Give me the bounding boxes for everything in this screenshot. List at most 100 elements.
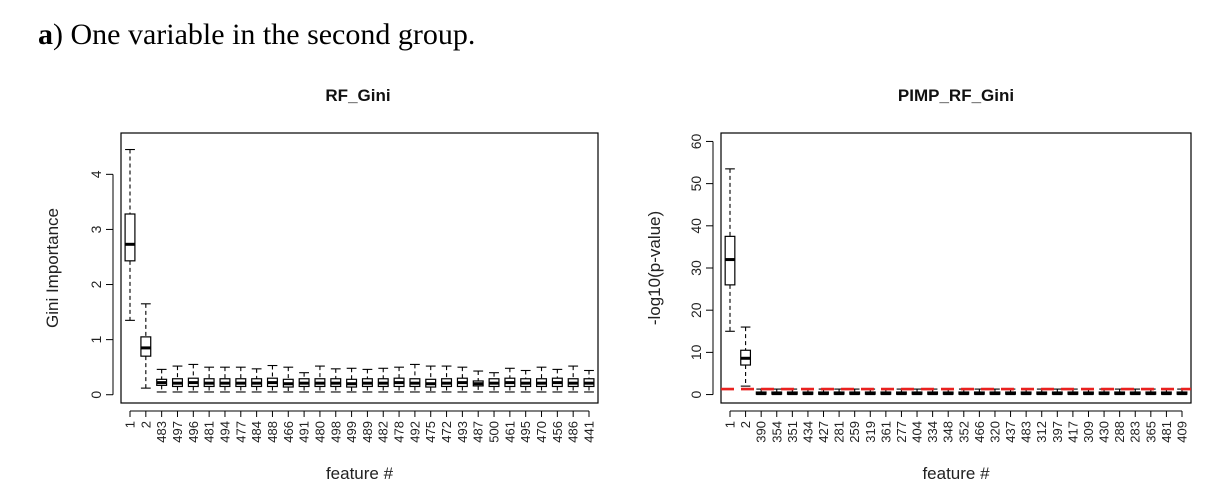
- x-tick-label: 354: [769, 421, 784, 443]
- x-tick-label: 427: [816, 421, 831, 443]
- x-tick-label: 352: [956, 421, 971, 443]
- x-tick-label: 495: [518, 421, 533, 443]
- boxplot-494: [219, 366, 231, 393]
- x-tick-label: 496: [186, 421, 201, 443]
- y-tick-label: 2: [88, 280, 104, 288]
- x-axis-label: feature #: [922, 464, 990, 483]
- x-tick-label: 1: [123, 421, 138, 428]
- chart-title: PIMP_RF_Gini: [898, 86, 1014, 105]
- y-tick-label: 20: [688, 302, 704, 318]
- x-tick-label: 312: [1034, 421, 1049, 443]
- boxplot-1: [124, 148, 136, 321]
- boxplot-492: [409, 363, 421, 393]
- x-tick-label: 481: [202, 421, 217, 443]
- x-tick-label: 259: [847, 421, 862, 443]
- x-tick-label: 483: [1019, 421, 1034, 443]
- x-tick-label: 409: [1175, 421, 1190, 443]
- x-tick-label: 492: [407, 421, 422, 443]
- x-axis-label: feature #: [326, 464, 394, 483]
- boxplot-470: [536, 366, 548, 393]
- x-tick-label: 2: [738, 421, 753, 428]
- boxplot-478: [393, 366, 405, 393]
- x-tick-label: 404: [910, 421, 925, 443]
- boxplot-498: [330, 368, 342, 393]
- x-tick-label: 484: [249, 421, 264, 443]
- x-tick-label: 283: [1128, 421, 1143, 443]
- x-tick-label: 437: [1003, 421, 1018, 443]
- x-tick-label: 483: [154, 421, 169, 443]
- y-tick-label: 40: [688, 218, 704, 234]
- x-tick-label: 334: [925, 421, 940, 443]
- boxplot-456: [551, 368, 563, 393]
- y-axis-label: Gini Importance: [43, 208, 62, 328]
- x-tick-label: 493: [455, 421, 470, 443]
- x-tick-label: 351: [785, 421, 800, 443]
- boxplot-496: [187, 363, 199, 393]
- x-tick-label: 489: [360, 421, 375, 443]
- x-tick-label: 472: [439, 421, 454, 443]
- y-tick-label: 4: [88, 170, 104, 178]
- boxplot-281: [833, 388, 845, 396]
- caption-letter: a: [38, 18, 53, 51]
- x-tick-label: 434: [800, 421, 815, 443]
- boxplot-487: [472, 370, 484, 393]
- x-tick-label: 456: [550, 421, 565, 443]
- boxplot-2: [740, 326, 752, 387]
- x-tick-label: 466: [281, 421, 296, 443]
- boxplot-480: [314, 365, 326, 393]
- x-tick-label: 500: [487, 421, 502, 443]
- x-tick-label: 319: [863, 421, 878, 443]
- x-tick-label: 361: [878, 421, 893, 443]
- x-tick-label: 430: [1097, 421, 1112, 443]
- x-tick-label: 466: [972, 421, 987, 443]
- box-iqr: [124, 213, 136, 262]
- boxplot-2: [140, 303, 152, 389]
- y-tick-label: 0: [88, 391, 104, 399]
- y-tick-label: 1: [88, 336, 104, 344]
- boxplot-493: [456, 366, 468, 393]
- boxplot-497: [171, 365, 183, 393]
- x-tick-label: 478: [392, 421, 407, 443]
- boxplot-397: [1051, 388, 1063, 396]
- x-tick-label: 461: [502, 421, 517, 443]
- x-tick-label: 1: [723, 421, 738, 428]
- x-tick-label: 288: [1112, 421, 1127, 443]
- chart-title: RF_Gini: [325, 86, 390, 105]
- x-tick-label: 390: [754, 421, 769, 443]
- x-tick-label: 2: [138, 421, 153, 428]
- y-tick-label: 3: [88, 225, 104, 233]
- boxplot-365: [1145, 388, 1157, 396]
- x-tick-label: 417: [1065, 421, 1080, 443]
- x-tick-label: 470: [534, 421, 549, 443]
- boxplot-309: [1083, 388, 1094, 396]
- plot-frame: [720, 132, 1192, 404]
- boxplot-491: [298, 372, 310, 393]
- boxplot-283: [1129, 388, 1141, 396]
- boxplot-472: [441, 365, 453, 393]
- boxplot-441: [583, 369, 595, 393]
- y-tick-label: 0: [688, 390, 704, 398]
- x-tick-label: 277: [894, 421, 909, 443]
- y-tick-label: 50: [688, 176, 704, 192]
- figure-caption: a) One variable in the second group.: [38, 18, 475, 52]
- x-tick-label: 320: [987, 421, 1002, 443]
- x-tick-label: 482: [376, 421, 391, 443]
- y-axis-label: -log10(p-value): [645, 211, 664, 325]
- boxplot-482: [377, 367, 389, 393]
- boxplot-500: [488, 372, 500, 393]
- x-tick-label: 481: [1159, 421, 1174, 443]
- x-tick-label: 486: [566, 421, 581, 443]
- x-tick-label: 397: [1050, 421, 1065, 443]
- y-tick-label: 60: [688, 133, 704, 149]
- x-tick-label: 281: [832, 421, 847, 443]
- boxplot-484: [251, 368, 263, 393]
- x-tick-label: 488: [265, 421, 280, 443]
- boxplot-483: [156, 368, 168, 393]
- boxplot-1: [724, 168, 736, 332]
- x-tick-label: 499: [344, 421, 359, 443]
- x-tick-label: 491: [297, 421, 312, 443]
- x-tick-label: 494: [217, 421, 232, 443]
- boxplot-486: [567, 365, 579, 393]
